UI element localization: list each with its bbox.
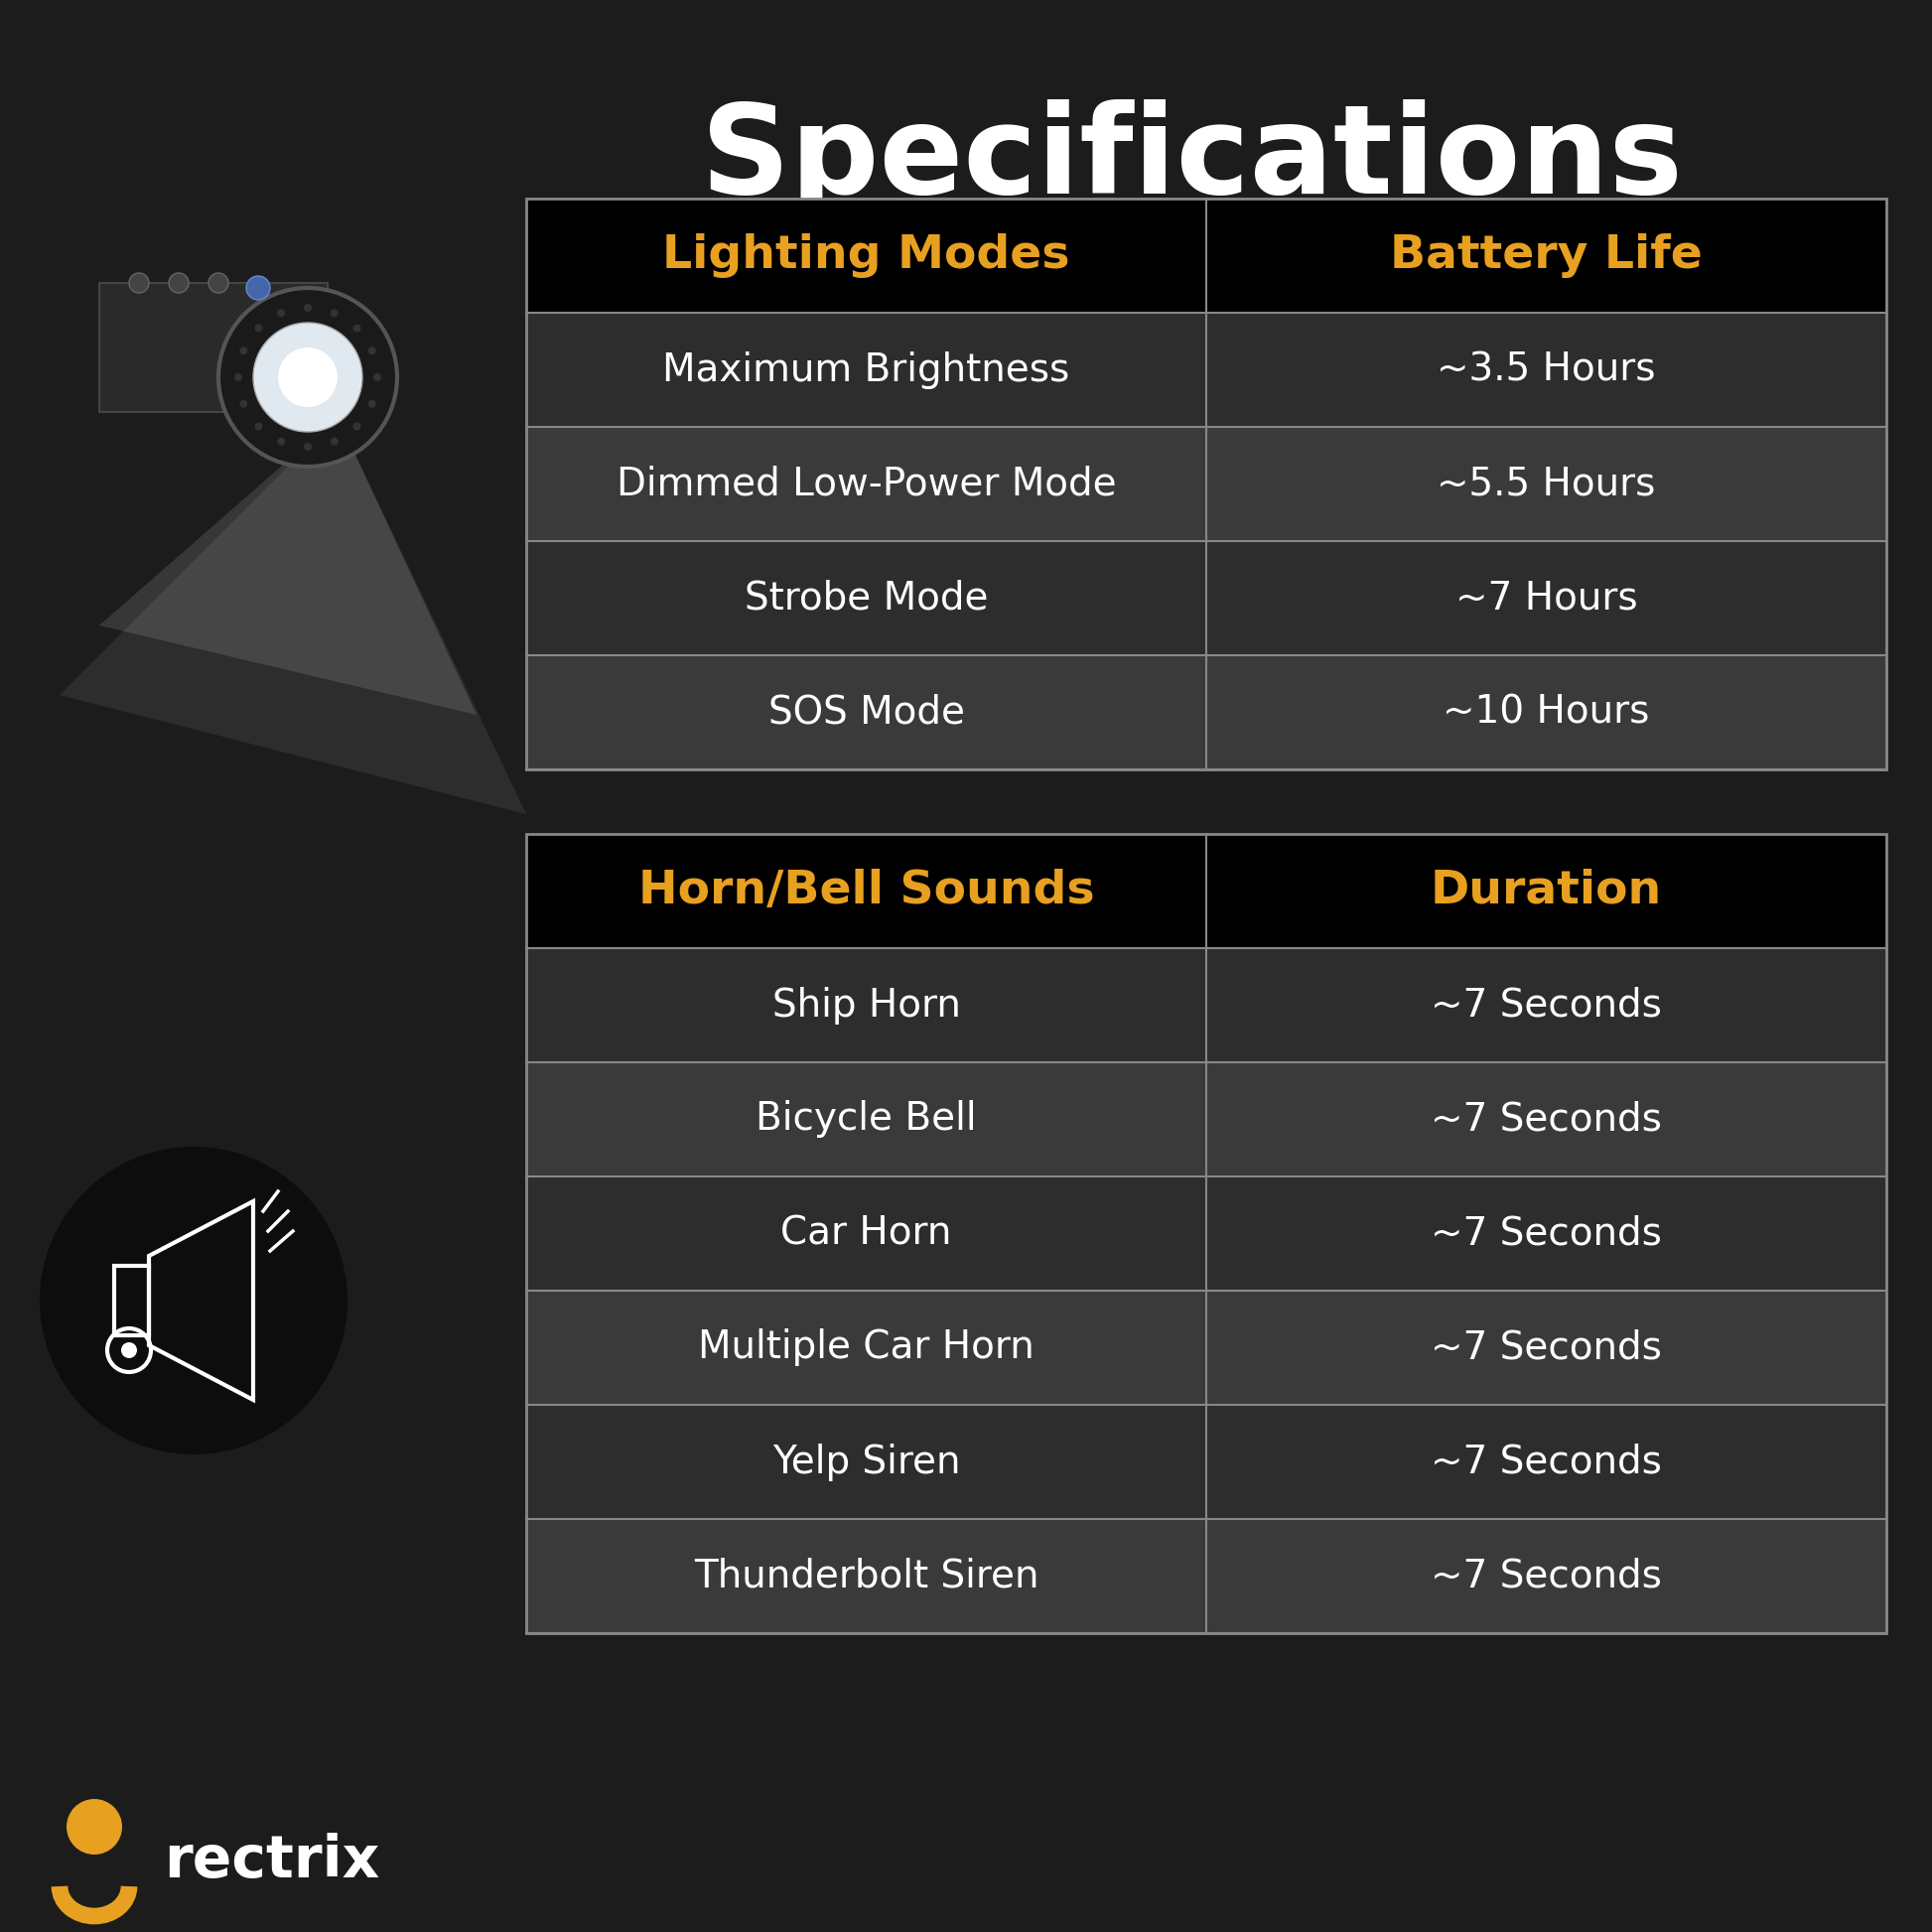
Circle shape (373, 373, 381, 381)
Bar (526, 313, 1206, 427)
Text: Strobe Mode: Strobe Mode (744, 580, 987, 616)
Circle shape (122, 1343, 137, 1358)
Text: ~7 Hours: ~7 Hours (1455, 580, 1638, 616)
Bar (526, 427, 1206, 541)
Text: Lighting Modes: Lighting Modes (663, 234, 1070, 278)
Text: ~7 Seconds: ~7 Seconds (1432, 1443, 1662, 1480)
Text: rectrix: rectrix (164, 1833, 379, 1889)
Bar (1206, 1405, 1886, 1519)
Bar (526, 835, 1886, 1633)
Polygon shape (99, 417, 477, 715)
Bar (526, 1177, 1206, 1291)
Bar (526, 949, 1206, 1063)
Circle shape (41, 1148, 348, 1455)
Circle shape (276, 437, 286, 446)
Circle shape (330, 309, 338, 317)
Bar (526, 655, 1206, 769)
Circle shape (209, 272, 228, 294)
Circle shape (367, 346, 377, 355)
Bar (526, 1063, 1206, 1177)
Circle shape (303, 303, 311, 311)
Bar (526, 835, 1886, 949)
Text: ~7 Seconds: ~7 Seconds (1432, 1557, 1662, 1596)
Bar (526, 1405, 1206, 1519)
Text: ~3.5 Hours: ~3.5 Hours (1437, 352, 1656, 388)
Text: ~7 Seconds: ~7 Seconds (1432, 987, 1662, 1024)
Circle shape (303, 442, 311, 450)
Circle shape (240, 400, 247, 408)
Circle shape (66, 1799, 122, 1855)
Text: Thunderbolt Siren: Thunderbolt Siren (694, 1557, 1039, 1596)
Circle shape (255, 423, 263, 431)
Text: Battery Life: Battery Life (1389, 234, 1702, 278)
Text: Horn/Bell Sounds: Horn/Bell Sounds (638, 869, 1094, 914)
Circle shape (129, 272, 149, 294)
Bar (526, 1519, 1206, 1633)
Bar (526, 541, 1206, 655)
Circle shape (367, 400, 377, 408)
Bar (1206, 541, 1886, 655)
Bar (1206, 1519, 1886, 1633)
Circle shape (255, 325, 263, 332)
Text: Maximum Brightness: Maximum Brightness (663, 352, 1070, 388)
Bar (526, 1291, 1206, 1405)
Circle shape (245, 276, 270, 299)
Text: ~7 Seconds: ~7 Seconds (1432, 1101, 1662, 1138)
Circle shape (240, 346, 247, 355)
Bar (1206, 427, 1886, 541)
Circle shape (330, 437, 338, 446)
Text: ~5.5 Hours: ~5.5 Hours (1437, 466, 1656, 502)
Bar (99, 282, 328, 412)
Bar (1206, 1291, 1886, 1405)
Bar (1206, 1063, 1886, 1177)
Polygon shape (60, 417, 526, 813)
Text: Yelp Siren: Yelp Siren (773, 1443, 960, 1480)
Text: ~7 Seconds: ~7 Seconds (1432, 1329, 1662, 1366)
Text: Specifications: Specifications (701, 99, 1683, 220)
Bar (526, 199, 1886, 769)
Circle shape (253, 323, 363, 433)
Text: Dimmed Low-Power Mode: Dimmed Low-Power Mode (616, 466, 1117, 502)
Text: Bicycle Bell: Bicycle Bell (755, 1101, 978, 1138)
Circle shape (168, 272, 189, 294)
Text: ~10 Hours: ~10 Hours (1443, 694, 1650, 730)
Circle shape (354, 325, 361, 332)
Text: Ship Horn: Ship Horn (773, 987, 960, 1024)
Bar (1206, 313, 1886, 427)
Text: Duration: Duration (1430, 869, 1662, 914)
Text: Car Horn: Car Horn (781, 1215, 952, 1252)
Bar (1206, 1177, 1886, 1291)
Circle shape (354, 423, 361, 431)
Text: Multiple Car Horn: Multiple Car Horn (697, 1329, 1034, 1366)
Circle shape (234, 373, 242, 381)
Circle shape (278, 348, 338, 408)
Text: ~7 Seconds: ~7 Seconds (1432, 1215, 1662, 1252)
Text: SOS Mode: SOS Mode (767, 694, 964, 730)
Bar (1206, 949, 1886, 1063)
Bar (1206, 655, 1886, 769)
Circle shape (218, 288, 398, 468)
Circle shape (276, 309, 286, 317)
Bar (526, 199, 1886, 313)
